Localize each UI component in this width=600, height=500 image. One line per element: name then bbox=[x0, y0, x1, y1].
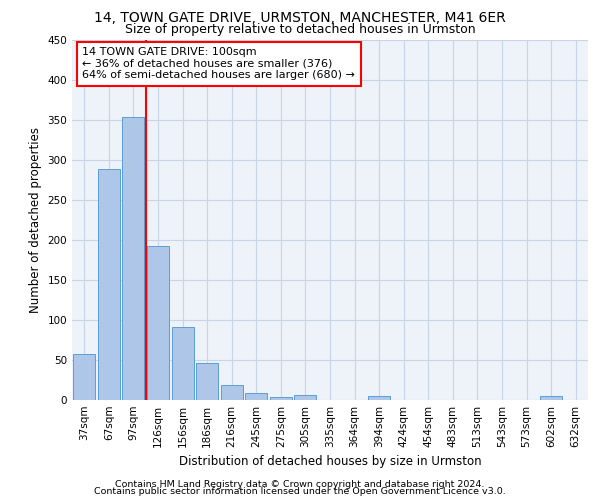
Bar bbox=[73, 354, 95, 400]
Text: Contains public sector information licensed under the Open Government Licence v3: Contains public sector information licen… bbox=[94, 487, 506, 496]
Bar bbox=[368, 396, 390, 400]
Bar bbox=[221, 385, 243, 400]
Text: Size of property relative to detached houses in Urmston: Size of property relative to detached ho… bbox=[125, 22, 475, 36]
Bar bbox=[98, 169, 120, 400]
Y-axis label: Number of detached properties: Number of detached properties bbox=[29, 127, 42, 313]
Text: Contains HM Land Registry data © Crown copyright and database right 2024.: Contains HM Land Registry data © Crown c… bbox=[115, 480, 485, 489]
Text: 14, TOWN GATE DRIVE, URMSTON, MANCHESTER, M41 6ER: 14, TOWN GATE DRIVE, URMSTON, MANCHESTER… bbox=[94, 12, 506, 26]
Bar bbox=[245, 393, 268, 400]
Bar bbox=[172, 327, 194, 400]
Bar bbox=[295, 395, 316, 400]
Bar bbox=[196, 363, 218, 400]
Text: 14 TOWN GATE DRIVE: 100sqm
← 36% of detached houses are smaller (376)
64% of sem: 14 TOWN GATE DRIVE: 100sqm ← 36% of deta… bbox=[82, 47, 355, 80]
Bar bbox=[540, 396, 562, 400]
Bar bbox=[122, 117, 145, 400]
Bar bbox=[147, 246, 169, 400]
X-axis label: Distribution of detached houses by size in Urmston: Distribution of detached houses by size … bbox=[179, 456, 481, 468]
Bar bbox=[270, 397, 292, 400]
